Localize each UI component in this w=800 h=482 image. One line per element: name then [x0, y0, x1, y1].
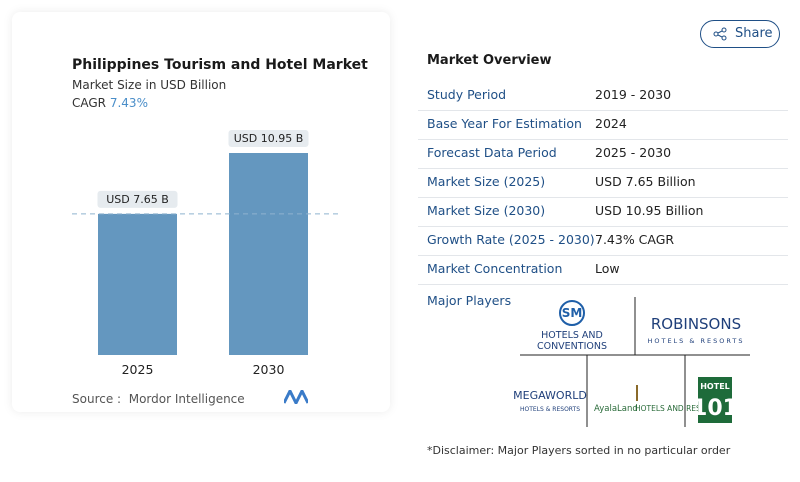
row-label: Study Period: [427, 87, 507, 102]
players-grid: SM HOTELS AND CONVENTIONS ROBINSONS HOTE…: [513, 297, 750, 427]
row-label: Market Concentration: [427, 261, 563, 276]
player-name: MEGAWORLD: [513, 389, 587, 402]
share-label: Share: [735, 26, 773, 41]
player-sub: CONVENTIONS: [537, 341, 607, 352]
overview-row: Market Size (2025) USD 7.65 Billion: [418, 168, 788, 198]
cagr-label: CAGR: [72, 96, 107, 110]
cagr-value: 7.43%: [109, 96, 148, 110]
row-value: 2019 - 2030: [595, 87, 672, 102]
disclaimer: *Disclaimer: Major Players sorted in no …: [427, 444, 731, 457]
x-tick-label: 2025: [122, 362, 154, 377]
player-sub: HOTELS & RESORTS: [647, 337, 744, 345]
bar: [98, 213, 177, 355]
overview-row: Forecast Data Period 2025 - 2030: [418, 139, 788, 169]
row-value: USD 10.95 Billion: [595, 203, 704, 218]
overview-row: Base Year For Estimation 2024: [418, 110, 788, 140]
share-button[interactable]: Share: [700, 20, 780, 48]
overview-title: Market Overview: [427, 53, 552, 68]
players-title: Major Players: [427, 293, 512, 308]
logo: [284, 390, 308, 404]
row-label: Growth Rate (2025 - 2030): [427, 232, 595, 247]
player-sub: 101: [692, 396, 738, 421]
overview-row: Market Concentration Low: [418, 255, 788, 285]
row-value: USD 7.65 Billion: [595, 174, 696, 189]
source-name: Mordor Intelligence: [128, 392, 245, 406]
overview-row: Growth Rate (2025 - 2030) 7.43% CAGR: [418, 226, 788, 256]
row-value: 7.43% CAGR: [595, 232, 675, 247]
player-mark: SM: [562, 306, 583, 320]
row-label: Market Size (2025): [427, 174, 546, 189]
chart-subtitle: Market Size in USD Billion: [72, 78, 227, 92]
row-value: 2024: [595, 116, 627, 131]
value-label-bg: [97, 190, 178, 208]
share-icon: [713, 27, 727, 41]
bar: [229, 153, 308, 355]
player-name: AyalaLand: [594, 404, 638, 414]
row-value: Low: [595, 261, 620, 276]
chart: USD 7.65 B 2025 USD 10.95 B 2030: [72, 130, 338, 377]
source: Source : Mordor Intelligence: [72, 392, 245, 406]
value-label: USD 10.95 B: [234, 132, 304, 145]
row-label: Base Year For Estimation: [427, 116, 582, 131]
x-tick-label: 2030: [253, 362, 285, 377]
value-label-bg: [228, 130, 309, 147]
source-label: Source :: [72, 392, 122, 406]
player-sub: HOTELS AND RESORTS: [635, 404, 721, 413]
overview-row: Market Size (2030) USD 10.95 Billion: [418, 197, 788, 227]
value-label: USD 7.65 B: [106, 193, 169, 206]
overview-row: Study Period 2019 - 2030: [418, 81, 788, 111]
player-name: HOTEL: [700, 382, 730, 391]
chart-title: Philippines Tourism and Hotel Market: [72, 57, 368, 73]
row-value: 2025 - 2030: [595, 145, 672, 160]
row-label: Forecast Data Period: [427, 145, 557, 160]
chart-card: [12, 12, 390, 412]
player-name: HOTELS AND: [541, 330, 603, 341]
cagr: CAGR 7.43%: [72, 96, 148, 110]
player-name: ROBINSONS: [651, 315, 741, 333]
row-label: Market Size (2030): [427, 203, 546, 218]
player-sub: HOTELS & RESORTS: [520, 406, 580, 413]
